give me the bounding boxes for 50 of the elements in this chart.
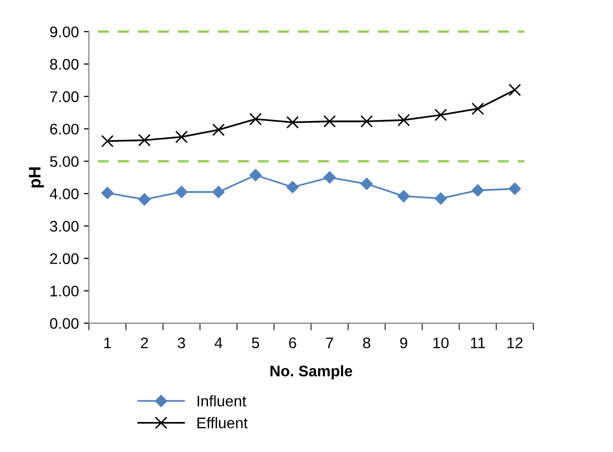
point [138,134,151,146]
y-tick-label: 8.00 [50,58,79,70]
y-tick-label: 2.00 [50,253,79,264]
y-tick-label: 3.00 [50,220,79,232]
x-tick-label: 5 [252,338,260,348]
point [138,193,151,206]
x-tick-label: 9 [400,337,408,348]
point [286,116,299,129]
point [472,184,484,197]
legend-label: Influent [198,395,246,406]
point [101,134,114,148]
point [397,114,410,126]
point [323,115,336,128]
point [212,124,225,136]
x-tick-label: 10 [433,337,449,348]
y-tick-label: 4.00 [50,188,79,200]
x-axis-title: No. Sample [270,365,352,380]
point [249,112,262,126]
point [360,178,373,190]
point [212,186,225,198]
point [286,180,299,194]
point [508,182,522,195]
y-tick-label: 6.00 [50,124,79,135]
point [434,192,447,205]
y-tick-label: 5.00 [50,156,79,167]
x-tick-label: 12 [507,337,523,348]
point [175,130,188,144]
point [434,108,447,122]
y-tick-label: 1.00 [50,286,79,296]
x-tick-label: 3 [178,337,186,348]
point [472,102,484,115]
point [397,190,410,202]
y-axis-title: pH [28,167,44,188]
point [175,186,188,198]
x-tick-label: 7 [326,338,334,348]
x-tick-label: 11 [470,338,485,348]
y-tick-label: 9.00 [50,26,79,38]
point [508,84,522,96]
x-tick-label: 8 [363,337,370,348]
x-tick-label: 2 [140,337,148,348]
x-tick-label: 4 [214,338,222,348]
point [360,115,373,128]
point [249,168,262,182]
point [101,186,114,200]
point [323,171,336,184]
x-tick-label: 1 [104,338,111,348]
x-tick-label: 6 [289,337,296,348]
legend-label: Effluent [198,417,248,428]
y-tick-label: 7.00 [50,91,79,102]
y-tick-label: 0.00 [50,318,79,329]
